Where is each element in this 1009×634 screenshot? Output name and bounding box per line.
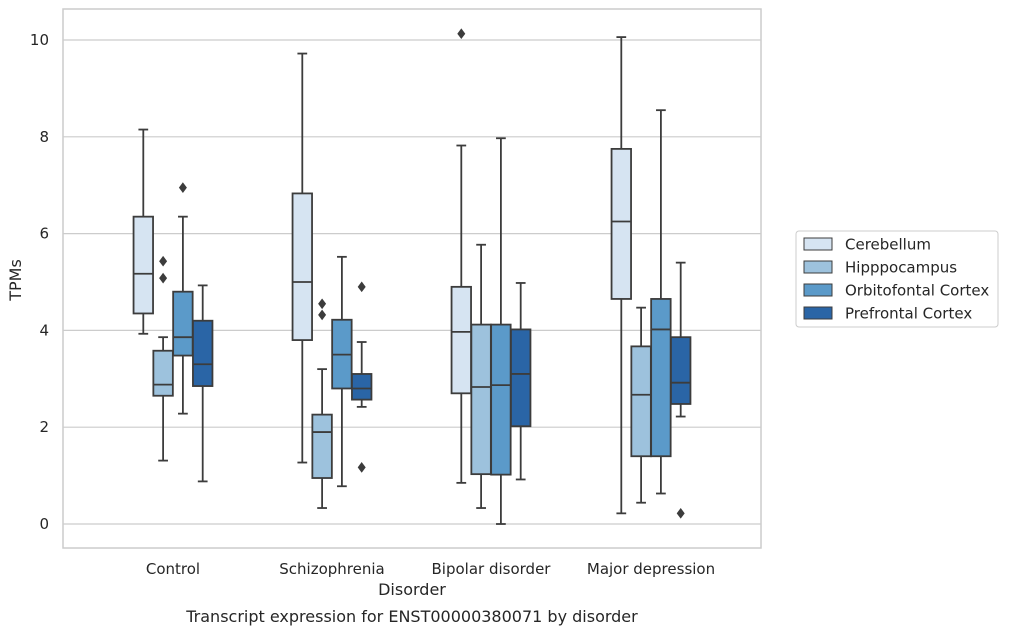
- legend-label: Hipppocampus: [845, 259, 957, 277]
- box-body: [450, 285, 472, 395]
- box-body: [172, 290, 194, 357]
- outlier-point: [357, 462, 366, 473]
- box-body: [650, 298, 672, 458]
- legend-swatch: [803, 237, 833, 251]
- outlier-point: [676, 508, 685, 519]
- legend-label: Cerebellum: [845, 236, 931, 254]
- legend-frame: [795, 230, 999, 328]
- box-body: [132, 215, 154, 315]
- box-body: [291, 192, 313, 341]
- plot-background: [63, 9, 761, 548]
- box-cerebellum: [132, 128, 154, 335]
- box-cerebellum: [610, 36, 632, 515]
- y-tick-label: 6: [39, 225, 49, 243]
- box-orbitofontal-cortex: [331, 255, 353, 488]
- y-tick-label: 10: [30, 31, 49, 49]
- outlier-point: [159, 272, 168, 284]
- box-prefrontal-cortex: [192, 284, 214, 483]
- gridlines: [63, 9, 761, 548]
- legend-swatch: [803, 260, 833, 274]
- box-hipppocampus: [630, 306, 652, 504]
- legend-label: Prefrontal Cortex: [845, 305, 972, 323]
- box-body: [630, 345, 652, 458]
- box-orbitofontal-cortex: [172, 182, 194, 415]
- box-cerebellum: [291, 52, 313, 464]
- x-tick-label: Major depression: [587, 560, 715, 578]
- legend-swatch: [803, 306, 833, 320]
- box-body: [311, 413, 333, 479]
- box-body: [470, 323, 492, 476]
- y-tick-label: 8: [39, 128, 49, 146]
- outlier-point: [457, 28, 466, 40]
- box-body: [351, 373, 373, 401]
- outlier-point: [318, 309, 327, 321]
- chart-caption: Transcript expression for ENST0000038007…: [185, 607, 638, 626]
- boxes: [132, 28, 692, 525]
- y-tick-label: 0: [39, 515, 49, 533]
- box-prefrontal-cortex: [670, 261, 692, 519]
- outlier-point: [178, 182, 187, 193]
- legend-swatch: [803, 283, 833, 297]
- x-tick-label: Schizophrenia: [279, 560, 384, 578]
- box-prefrontal-cortex: [351, 281, 373, 473]
- outlier-point: [318, 298, 327, 310]
- outlier-point: [159, 255, 168, 267]
- box-orbitofontal-cortex: [650, 109, 672, 495]
- plot-frame: [62, 8, 762, 549]
- box-hipppocampus: [152, 255, 174, 462]
- box-body: [152, 349, 174, 397]
- box-body: [510, 328, 532, 428]
- x-axis-label: Disorder: [378, 580, 446, 599]
- box-prefrontal-cortex: [510, 282, 532, 481]
- x-tick-label: Control: [146, 560, 200, 578]
- legend-label: Orbitofontal Cortex: [845, 282, 989, 300]
- box-body: [610, 147, 632, 300]
- box-hipppocampus: [311, 298, 333, 509]
- box-body: [670, 336, 692, 405]
- x-tick-labels: Control Schizophrenia Bipolar disorder Majo…: [146, 560, 715, 578]
- y-tick-label: 4: [39, 321, 49, 339]
- y-tick-labels: 0 2 4 6 8 10: [30, 31, 49, 533]
- outlier-point: [357, 281, 366, 293]
- plot-border: [62, 8, 762, 549]
- box-body: [490, 323, 512, 476]
- y-tick-label: 2: [39, 418, 49, 436]
- y-axis-label: TPMs: [6, 259, 25, 302]
- legend: Cerebellum Hipppocampus Orbitofontal Corte…: [795, 230, 999, 328]
- box-body: [192, 319, 214, 387]
- x-tick-label: Bipolar disorder: [432, 560, 552, 578]
